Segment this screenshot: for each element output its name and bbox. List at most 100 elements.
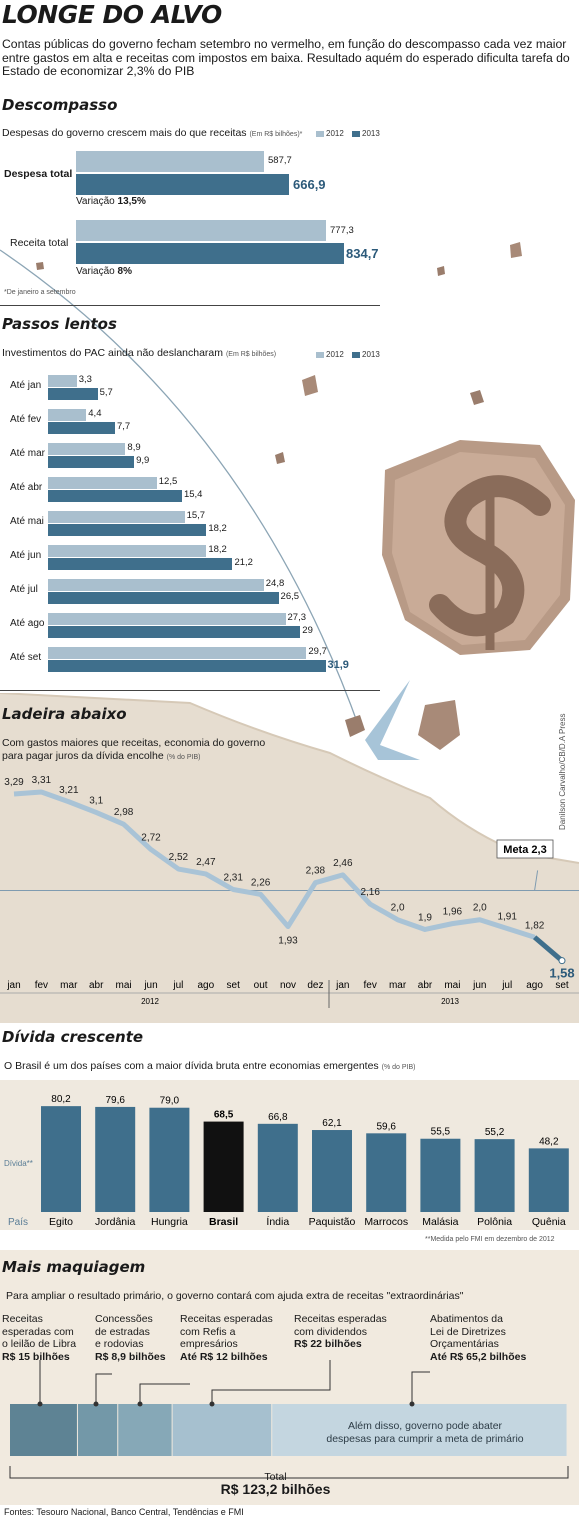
connector-dot	[409, 1401, 415, 1407]
maquiagem-total-label: Total	[264, 1471, 287, 1483]
item-text: com Refis a	[180, 1325, 236, 1338]
item-text: Lei de Diretrizes	[430, 1325, 506, 1338]
legend-swatch-2012	[316, 351, 324, 358]
despesa-variation: Variação 13,5%	[76, 196, 146, 207]
connector-dot	[209, 1401, 215, 1407]
connector-dot	[93, 1401, 99, 1407]
passos-bar-2012	[48, 511, 185, 523]
data-label: 2,26	[251, 877, 271, 888]
passos-category-label: Até mai	[10, 516, 44, 527]
data-label: 3,29	[4, 777, 24, 788]
bar-despesa-2012	[76, 151, 264, 172]
x-tick-label: set	[555, 980, 569, 991]
passos-value-label: 7,7	[116, 421, 131, 432]
data-label: 3,21	[59, 785, 79, 796]
item-value: Até R$ 12 bilhões	[180, 1350, 268, 1363]
passos-value-label: 4,4	[88, 408, 102, 419]
passos-category-label: Até jan	[10, 380, 42, 391]
item-text: Abatimentos da	[430, 1313, 503, 1325]
connector-line	[411, 1371, 430, 1404]
value-receita-2012: 777,3	[330, 225, 354, 236]
passos-value-label: 15,7	[186, 510, 206, 521]
divida-category-label: Egito	[49, 1216, 73, 1228]
data-label: 2,46	[333, 858, 353, 869]
passos-category-label: Até ago	[10, 618, 45, 629]
passos-value-label: 26,5	[280, 591, 300, 602]
passos-bar-2013	[48, 456, 135, 468]
receita-variation: Variação 8%	[76, 266, 132, 277]
descompasso-caption: Despesas do governo crescem mais do que …	[2, 127, 382, 139]
item-text: com dividendos	[294, 1325, 367, 1338]
despesa-variation-value: 13,5%	[117, 196, 146, 207]
section-title-descompasso: Descompasso	[2, 96, 118, 114]
segment-bar	[172, 1404, 272, 1456]
divider	[0, 690, 380, 691]
divider	[0, 305, 380, 306]
receita-label: Receita total	[10, 237, 69, 249]
divida-category-label: Hungria	[151, 1216, 188, 1228]
divida-category-label: Polônia	[477, 1216, 512, 1228]
item-text: Concessões	[95, 1313, 153, 1325]
meta-box	[496, 839, 554, 859]
descompasso-footnote: *De janeiro a setembro	[4, 289, 76, 296]
descompasso-legend: 2012 2013	[316, 129, 380, 138]
connector-dot	[137, 1401, 143, 1407]
data-label: 3,1	[89, 795, 103, 806]
passos-value-label: 29	[302, 625, 313, 636]
passos-bar-2013	[48, 626, 301, 638]
passos-bar-2013	[48, 388, 98, 400]
page-title: LONGE DO ALVO	[2, 0, 222, 29]
divida-value-label: 55,5	[431, 1127, 451, 1138]
passos-bar-2013	[48, 558, 233, 570]
divida-category-label: Marrocos	[364, 1216, 408, 1228]
legend-label-2012: 2012	[326, 350, 344, 359]
data-label: 2,38	[306, 866, 326, 877]
passos-value-label: 8,9	[127, 442, 141, 453]
passos-bar-2013	[48, 422, 115, 434]
section-title-divida: Dívida crescente	[2, 1028, 144, 1046]
x-tick-label: jul	[501, 980, 512, 991]
despesa-variation-label: Variação	[76, 196, 115, 207]
passos-value-label: 18,2	[208, 523, 227, 534]
x-tick-label: jun	[472, 980, 486, 991]
x-tick-label: abr	[418, 980, 433, 991]
legend-label-2012: 2012	[326, 129, 344, 138]
data-label: 1,91	[497, 912, 517, 923]
y-axis-label: Dívida**	[4, 1159, 33, 1168]
receita-variation-value: 8%	[117, 266, 132, 277]
divida-bar	[41, 1106, 81, 1212]
item-value: R$ 8,9 bilhões	[95, 1350, 166, 1363]
divida-bar	[420, 1138, 461, 1212]
item-text: Orçamentárias	[430, 1338, 499, 1350]
divida-category-label: Paquistão	[309, 1216, 356, 1228]
segment-bar	[10, 1404, 77, 1456]
sources: Fontes: Tesouro Nacional, Banco Central,…	[4, 1507, 244, 1517]
item-text: Receitas esperadas	[294, 1313, 387, 1325]
value-despesa-2013: 666,9	[293, 177, 326, 192]
data-label: 1,58	[549, 966, 574, 981]
passos-value-label: 3,3	[78, 374, 92, 385]
bar-despesa-2013	[76, 174, 289, 195]
x-tick-label: jun	[143, 980, 157, 991]
divida-category-label: Brasil	[209, 1216, 238, 1228]
descompasso-unit: (Em R$ bilhões)*	[249, 131, 303, 138]
passos-value-label: 21,2	[234, 557, 253, 568]
divida-chart: Dívida** País 80,2 Egito 79,6 Jordânia 79,0 Hun…	[4, 1094, 569, 1228]
data-label: 1,93	[278, 936, 298, 947]
divida-caption: O Brasil é um dos países com a maior dív…	[4, 1060, 415, 1072]
maquiagem-item-refis: Receitas esperadas com Refis a empresári…	[180, 1313, 273, 1363]
passos-bar-2012	[48, 579, 264, 591]
divida-value-label: 55,2	[485, 1127, 505, 1138]
data-label: 2,72	[141, 833, 161, 844]
segment-bar	[77, 1404, 118, 1456]
passos-category-label: Até set	[10, 652, 42, 663]
divida-bar	[528, 1148, 569, 1212]
x-tick-label: abr	[89, 980, 104, 991]
x-tick-label: nov	[280, 980, 296, 991]
x-tick-label: jan	[335, 980, 349, 991]
passos-bar-2012	[48, 443, 126, 455]
meta-label: Meta 2,3	[503, 844, 546, 856]
divida-caption-text: O Brasil é um dos países com a maior dív…	[4, 1060, 379, 1072]
data-label: 2,52	[169, 852, 189, 863]
series-point-last	[558, 957, 566, 965]
